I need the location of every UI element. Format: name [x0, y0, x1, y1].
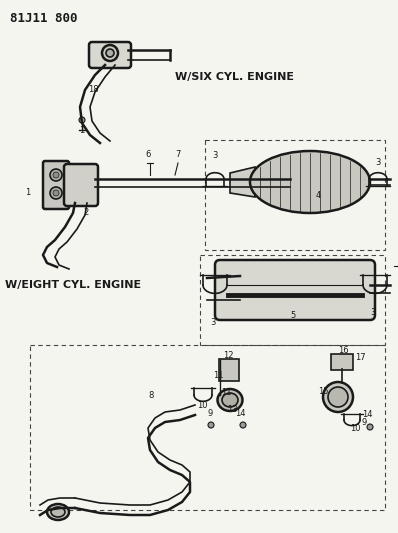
Ellipse shape [328, 387, 348, 407]
Text: 2: 2 [83, 208, 88, 217]
FancyBboxPatch shape [89, 42, 131, 68]
Circle shape [50, 169, 62, 181]
Text: 10: 10 [197, 401, 207, 410]
Ellipse shape [222, 393, 238, 407]
FancyBboxPatch shape [64, 164, 98, 206]
FancyBboxPatch shape [219, 359, 239, 381]
Text: 10: 10 [350, 424, 361, 433]
Text: 5: 5 [290, 311, 295, 320]
Text: 15: 15 [318, 387, 328, 396]
Text: 9: 9 [207, 409, 212, 418]
Text: 14: 14 [362, 410, 373, 419]
Text: 3: 3 [210, 318, 215, 327]
Text: 1: 1 [25, 188, 30, 197]
Text: 11: 11 [221, 388, 232, 397]
Text: 6: 6 [145, 150, 150, 159]
Text: 3: 3 [375, 158, 380, 167]
FancyBboxPatch shape [43, 161, 69, 209]
Text: 16: 16 [338, 346, 349, 355]
Text: 11: 11 [213, 371, 224, 380]
Text: 12: 12 [223, 351, 234, 360]
Circle shape [50, 187, 62, 199]
Circle shape [53, 172, 59, 178]
Ellipse shape [250, 151, 370, 213]
Text: W/EIGHT CYL. ENGINE: W/EIGHT CYL. ENGINE [5, 280, 141, 290]
Text: 8: 8 [148, 391, 153, 400]
Text: 4: 4 [316, 191, 321, 200]
Circle shape [102, 45, 118, 61]
Text: 9: 9 [362, 418, 367, 427]
Text: 14: 14 [235, 409, 246, 418]
Ellipse shape [323, 382, 353, 412]
Text: 81J11 800: 81J11 800 [10, 12, 78, 25]
Text: 3: 3 [370, 308, 375, 317]
FancyBboxPatch shape [331, 354, 353, 370]
Ellipse shape [217, 389, 242, 411]
Circle shape [106, 49, 114, 57]
Circle shape [79, 117, 85, 123]
Circle shape [240, 422, 246, 428]
FancyBboxPatch shape [215, 260, 375, 320]
Text: 17: 17 [355, 353, 366, 362]
Text: 13: 13 [227, 405, 238, 414]
Text: W/SIX CYL. ENGINE: W/SIX CYL. ENGINE [175, 72, 294, 82]
Ellipse shape [47, 504, 69, 520]
Text: 1: 1 [79, 126, 84, 135]
Circle shape [208, 422, 214, 428]
Text: 7: 7 [175, 150, 180, 159]
Bar [30, 345, 385, 510]
Bar [200, 255, 385, 345]
Text: 18: 18 [88, 85, 99, 94]
Ellipse shape [51, 507, 65, 517]
Polygon shape [230, 167, 255, 197]
Circle shape [367, 424, 373, 430]
Text: 3: 3 [212, 151, 217, 160]
Bar [205, 140, 385, 250]
Circle shape [53, 190, 59, 196]
